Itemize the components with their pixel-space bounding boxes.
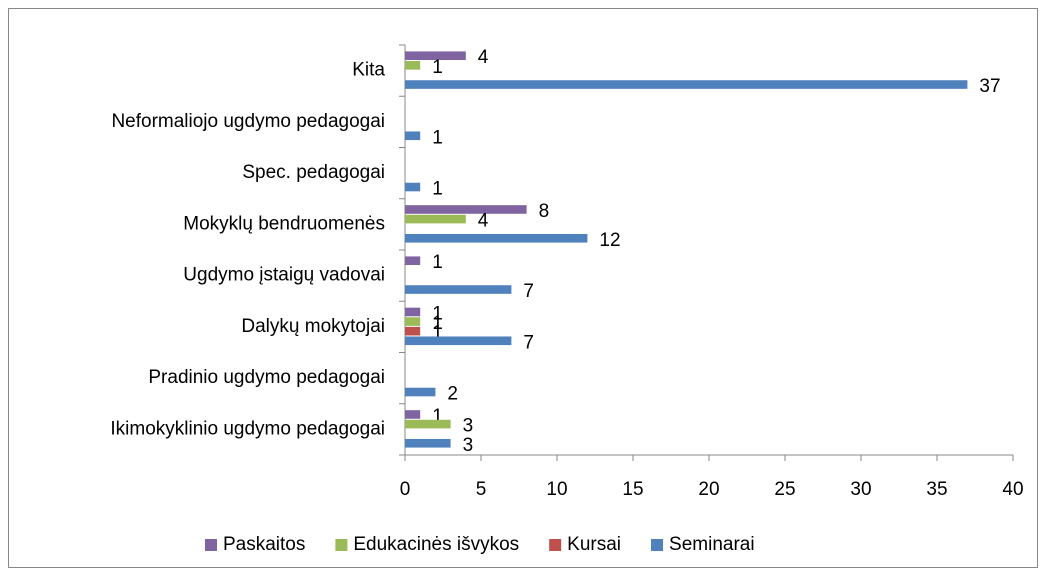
y-tick-label: Spec. pedagogai [242,162,385,183]
data-label: 37 [979,76,1000,97]
bar [405,233,588,243]
bar [405,61,421,70]
bar [405,419,451,429]
legend-label: Kursai [567,534,621,555]
data-label: 1 [432,303,443,324]
x-tick-label: 35 [926,479,947,500]
bar [405,410,421,419]
data-label: 1 [432,323,443,344]
x-tick-label: 0 [400,479,411,500]
bar [405,387,436,397]
bar [405,285,512,294]
bar [405,256,421,266]
data-label: 3 [463,416,474,437]
data-label: 3 [463,435,474,456]
data-label: 1 [432,127,443,148]
y-tick-label: Pradinio ugdymo pedagogai [148,367,385,388]
data-label: 1 [432,252,443,273]
bar [405,317,421,326]
y-tick-label: Kita [352,60,385,81]
data-label: 4 [478,47,489,68]
bar [405,131,421,141]
data-label: 1 [432,57,443,78]
bar [405,205,527,214]
bar [405,336,512,346]
x-tick-label: 30 [850,479,871,500]
y-tick-label: Ikimokyklinio ugdymo pedagogai [110,418,385,439]
y-tick-label: Dalykų mokytojai [241,316,385,337]
bar [405,307,421,317]
bar [405,80,968,89]
data-label: 8 [539,201,550,222]
data-label: 7 [523,332,534,353]
x-tick-label: 25 [774,479,795,500]
data-label: 4 [478,211,489,232]
data-label: 1 [432,406,443,427]
bar [405,326,421,336]
legend-label: Paskaitos [223,534,305,555]
legend-swatch [549,539,562,551]
data-label: 7 [523,281,534,302]
data-label: 12 [599,230,620,251]
x-tick-label: 20 [698,479,719,500]
y-tick-label: Neformaliojo ugdymo pedagogai [111,111,385,132]
data-label: 2 [447,384,458,405]
legend-swatch [651,539,664,551]
x-tick-label: 15 [622,479,643,500]
data-label: 1 [432,179,443,200]
bar [405,51,466,61]
legend-swatch [335,539,348,551]
data-label: 1 [432,313,443,334]
bar [405,182,421,192]
bar [405,438,451,448]
x-tick-label: 5 [476,479,487,500]
x-tick-label: 40 [1002,479,1023,500]
legend-label: Seminarai [669,534,755,555]
bar [405,214,466,224]
legend-swatch [205,539,217,551]
y-tick-label: Ugdymo įstaigų vadovai [183,265,385,286]
y-tick-label: Mokyklų bendruomenės [183,213,385,234]
legend-label: Edukacinės išvykos [353,534,519,555]
chart-border [8,8,1038,568]
x-tick-label: 10 [546,479,567,500]
